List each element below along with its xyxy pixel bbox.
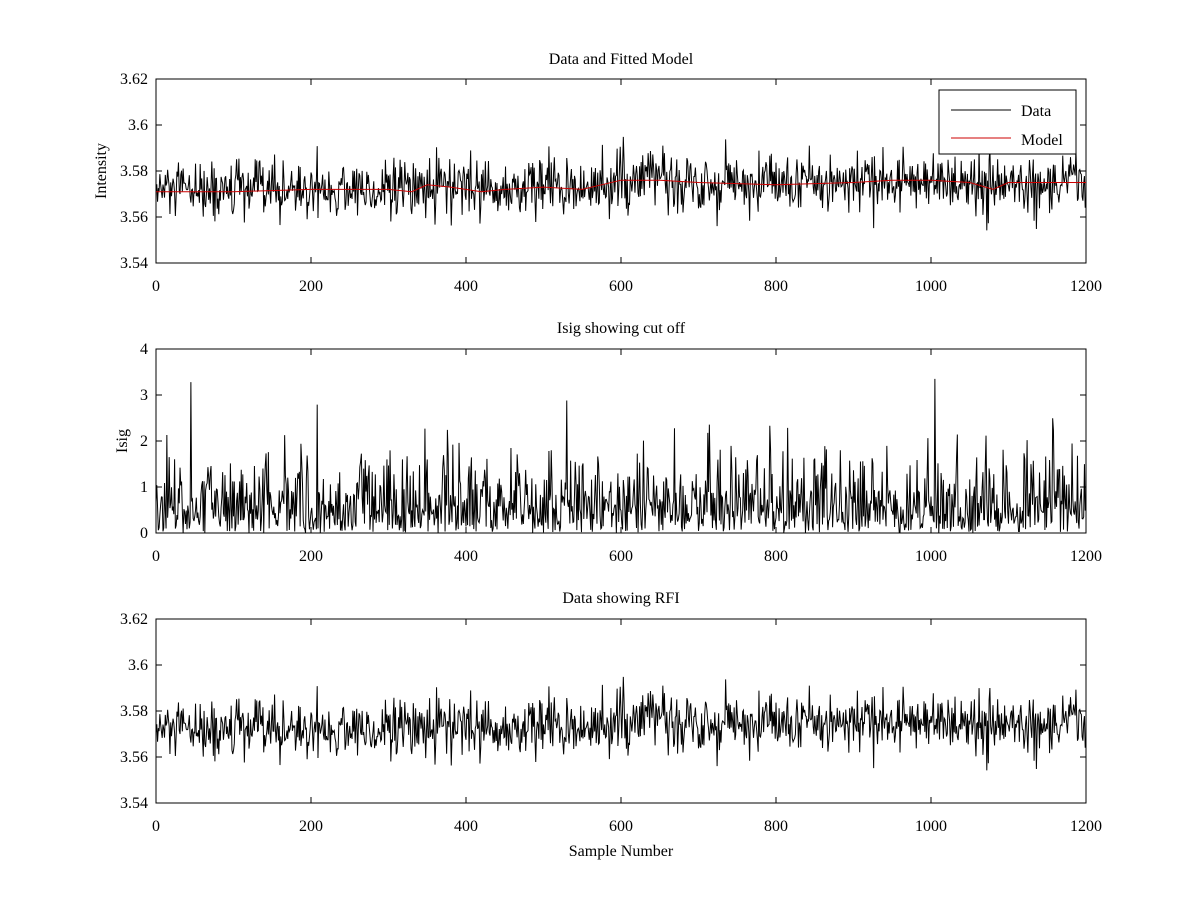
x-tick-label: 1000	[915, 818, 947, 835]
panel-1-title: Data and Fitted Model	[549, 51, 694, 68]
y-tick-label: 1	[140, 479, 148, 496]
y-tick-label: 3.54	[120, 795, 148, 812]
x-tick-label: 400	[454, 818, 478, 835]
x-tick-label: 600	[609, 278, 633, 295]
panel-2-ylabel: Isig	[114, 429, 131, 453]
panel-1-ticks: 0 200 400 600 800 1000 1200 3.54 3.56 3.58 3.6 3.62	[120, 71, 1102, 295]
x-tick-label: 800	[764, 278, 788, 295]
x-tick-label: 200	[299, 548, 323, 565]
panel-1-ylabel: Intensity	[93, 143, 110, 199]
y-tick-label: 3.56	[120, 209, 148, 226]
panel-2-ticks: 0 200 400 600 800 1000 1200 0 1 2 3 4	[140, 341, 1102, 565]
panel-2-title: Isig showing cut off	[557, 320, 686, 337]
legend-label-data: Data	[1021, 103, 1051, 120]
panel-1-legend: Data Model	[938, 89, 1077, 155]
panel-1: Data and Fitted Model Intensity 0 200 400 6…	[93, 51, 1102, 295]
panel-3-xlabel: Sample Number	[569, 843, 674, 860]
y-tick-label: 3.56	[120, 749, 148, 766]
x-tick-label: 1000	[915, 548, 947, 565]
x-tick-label: 0	[152, 278, 160, 295]
y-tick-label: 4	[140, 341, 148, 358]
y-tick-label: 2	[140, 433, 148, 450]
legend-box	[938, 89, 1077, 155]
series-line-data	[155, 136, 1086, 231]
x-tick-label: 0	[152, 548, 160, 565]
y-tick-label: 0	[140, 525, 148, 542]
x-tick-label: 800	[764, 548, 788, 565]
y-tick-label: 3.54	[120, 255, 148, 272]
y-tick-label: 3.58	[120, 703, 148, 720]
x-tick-label: 0	[152, 818, 160, 835]
panel-2-series-lines	[155, 378, 1086, 534]
x-tick-label: 1200	[1070, 278, 1102, 295]
panel-3: Data showing RFI 0 200 400 600 800 1000 1200 3.…	[120, 590, 1102, 860]
y-tick-label: 3.62	[120, 611, 148, 628]
x-tick-label: 1000	[915, 278, 947, 295]
panel-3-ticks: 0 200 400 600 800 1000 1200 3.54 3.56 3.58 3.6 3.62	[120, 611, 1102, 835]
y-tick-label: 3.6	[128, 117, 148, 134]
panel-3-series-lines	[155, 676, 1086, 771]
x-tick-label: 800	[764, 818, 788, 835]
panel-1-series-lines	[155, 136, 1086, 231]
x-tick-label: 400	[454, 278, 478, 295]
y-tick-label: 3.6	[128, 657, 148, 674]
x-tick-label: 600	[609, 548, 633, 565]
x-tick-label: 1200	[1070, 548, 1102, 565]
y-tick-label: 3	[140, 387, 148, 404]
panel-2: Isig showing cut off Isig 0 200 400 600 800 1…	[114, 320, 1102, 565]
x-tick-label: 400	[454, 548, 478, 565]
panel-3-title: Data showing RFI	[562, 590, 679, 607]
x-tick-label: 200	[299, 278, 323, 295]
x-tick-label: 600	[609, 818, 633, 835]
legend-label-model: Model	[1021, 132, 1063, 149]
series-line-signal	[155, 378, 1086, 534]
y-tick-label: 3.62	[120, 71, 148, 88]
x-tick-label: 1200	[1070, 818, 1102, 835]
series-line-model	[156, 179, 1086, 193]
y-tick-label: 3.58	[120, 163, 148, 180]
x-tick-label: 200	[299, 818, 323, 835]
series-line-signal	[155, 676, 1086, 771]
